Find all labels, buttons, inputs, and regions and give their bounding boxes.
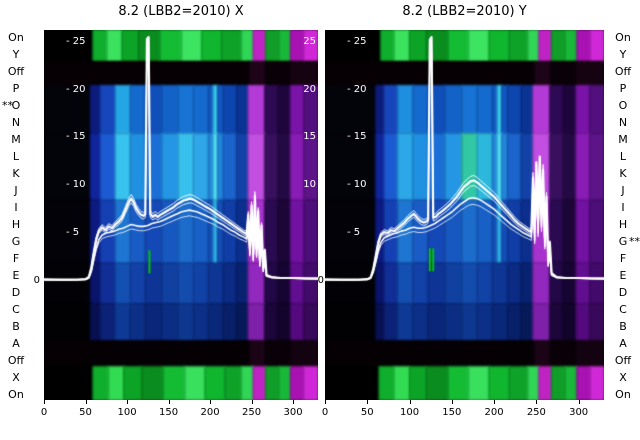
row-label-right-0-on: On xyxy=(615,31,631,44)
row-label-left-16-c: C xyxy=(12,303,20,316)
row-label-right-6-m: M xyxy=(618,133,628,146)
y-zero-label-left: 0 xyxy=(33,274,40,286)
gap-y-tick-label-10: 10 xyxy=(303,179,316,191)
row-label-left-3-p: P xyxy=(12,82,20,95)
x-tick-label-left-0: 0 xyxy=(40,407,48,418)
gap-y-tick-label-20: 20 xyxy=(303,83,316,95)
y-tick-label-left-5: - 5 xyxy=(66,227,80,239)
x-tick-label-right-250: 250 xyxy=(526,407,546,418)
y-tick-label-right-10: - 10 xyxy=(347,179,367,191)
x-tick-label-left-150: 150 xyxy=(158,407,179,418)
x-tick-left-50 xyxy=(85,400,87,404)
row-label-left-13-f: F xyxy=(12,252,20,265)
x-tick-left-250 xyxy=(251,400,253,404)
asterisk-marker-right: ** xyxy=(629,235,640,248)
x-tick-right-50 xyxy=(367,400,369,404)
x-tick-left-200 xyxy=(210,400,212,404)
gap-y-tick-label-25: 25 xyxy=(303,35,316,47)
row-label-left-0-on: On xyxy=(8,31,24,44)
y-tick-label-left-25: - 25 xyxy=(66,35,86,47)
y-tick-label-right-15: - 15 xyxy=(347,131,367,143)
x-tick-right-250 xyxy=(536,400,538,404)
left-plot-heatmap xyxy=(44,30,318,400)
row-label-left-21-on: On xyxy=(8,388,24,401)
asterisk-marker-left: ** xyxy=(2,99,13,112)
row-label-left-6-m: M xyxy=(11,133,21,146)
y-tick-label-right-20: - 20 xyxy=(347,83,367,95)
x-tick-label-left-200: 200 xyxy=(200,407,220,418)
row-label-right-15-d: D xyxy=(618,286,628,299)
x-tick-label-right-300: 300 xyxy=(569,407,589,418)
x-tick-label-right-100: 100 xyxy=(399,407,420,418)
x-tick-label-right-150: 150 xyxy=(442,407,462,418)
row-label-left-18-a: A xyxy=(12,337,20,350)
x-tick-label-right-200: 200 xyxy=(484,407,504,418)
row-label-left-10-i: I xyxy=(14,201,18,214)
row-label-right-12-g: G xyxy=(618,235,628,248)
x-tick-left-0 xyxy=(44,400,45,404)
row-label-right-16-c: C xyxy=(619,303,627,316)
row-label-right-20-x: X xyxy=(619,371,627,384)
row-label-left-9-j: J xyxy=(14,184,18,197)
row-label-right-4-o: O xyxy=(618,99,628,112)
x-tick-label-right-50: 50 xyxy=(360,407,374,418)
y-tick-label-left-20: - 20 xyxy=(66,83,86,95)
right-plot-heatmap xyxy=(325,30,604,400)
x-tick-label-left-250: 250 xyxy=(242,407,262,418)
row-label-right-10-i: I xyxy=(621,201,625,214)
row-label-right-13-f: F xyxy=(619,252,627,265)
x-tick-left-300 xyxy=(293,400,295,404)
row-label-left-5-n: N xyxy=(11,116,21,129)
row-label-right-11-h: H xyxy=(618,218,628,231)
row-label-right-7-l: L xyxy=(619,150,627,163)
row-label-left-11-h: H xyxy=(11,218,21,231)
row-label-left-17-b: B xyxy=(12,320,20,333)
row-label-right-21-on: On xyxy=(615,388,631,401)
x-tick-right-0 xyxy=(325,400,326,404)
x-tick-right-200 xyxy=(494,400,496,404)
row-label-right-3-p: P xyxy=(619,82,627,95)
row-label-left-14-e: E xyxy=(12,269,20,282)
x-tick-right-150 xyxy=(451,400,453,404)
row-label-left-12-g: G xyxy=(11,235,21,248)
row-label-left-2-off: Off xyxy=(7,65,25,78)
row-label-left-20-x: X xyxy=(12,371,20,384)
row-label-right-14-e: E xyxy=(619,269,627,282)
x-tick-label-left-300: 300 xyxy=(283,407,303,418)
row-label-right-17-b: B xyxy=(619,320,627,333)
row-label-right-18-a: A xyxy=(619,337,627,350)
row-label-right-9-j: J xyxy=(621,184,625,197)
row-label-right-2-off: Off xyxy=(614,65,632,78)
right-plot-title: 8.2 (LBB2=2010) Y xyxy=(402,4,527,19)
x-tick-label-right-0: 0 xyxy=(321,407,329,418)
row-label-left-19-off: Off xyxy=(7,354,25,367)
y-tick-label-left-10: - 10 xyxy=(66,179,86,191)
y-tick-label-right-5: - 5 xyxy=(347,227,361,239)
gap-y-tick-label-15: 15 xyxy=(303,131,316,143)
row-label-right-19-off: Off xyxy=(614,354,632,367)
y-tick-label-right-25: - 25 xyxy=(347,35,367,47)
left-plot-title: 8.2 (LBB2=2010) X xyxy=(118,4,244,19)
x-tick-label-left-100: 100 xyxy=(117,407,137,418)
row-label-left-4-o: O xyxy=(11,99,21,112)
row-label-left-1-y: Y xyxy=(12,48,20,61)
row-label-left-15-d: D xyxy=(11,286,21,299)
y-zero-label-right: 0 xyxy=(317,274,324,286)
y-tick-label-left-15: - 15 xyxy=(66,131,86,143)
x-tick-left-100 xyxy=(127,400,129,404)
x-tick-right-300 xyxy=(578,400,580,404)
row-label-left-7-l: L xyxy=(12,150,20,163)
row-label-right-5-n: N xyxy=(618,116,628,129)
row-label-right-1-y: Y xyxy=(619,48,627,61)
x-tick-right-100 xyxy=(409,400,411,404)
row-label-right-8-k: K xyxy=(619,167,627,180)
x-tick-label-left-50: 50 xyxy=(79,407,92,418)
row-label-left-8-k: K xyxy=(12,167,20,180)
x-tick-left-150 xyxy=(168,400,170,404)
